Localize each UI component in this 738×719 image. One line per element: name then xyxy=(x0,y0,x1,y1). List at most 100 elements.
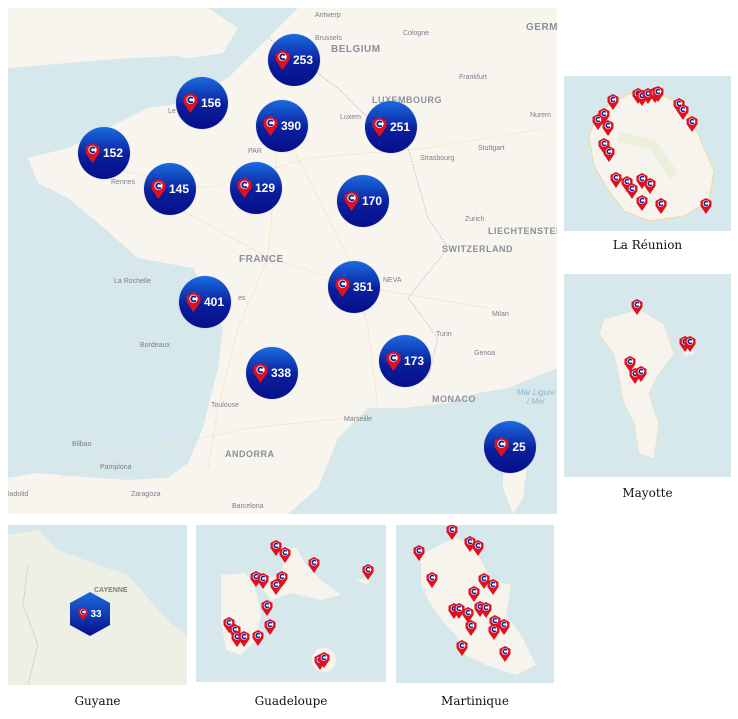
map-pin-c-icon xyxy=(275,50,290,70)
country-label: LIECHTENSTEIN xyxy=(488,226,557,236)
map-pin-c-icon[interactable] xyxy=(472,540,484,556)
city-label: Bilbao xyxy=(72,441,92,448)
map-pin-c-icon[interactable] xyxy=(264,619,276,635)
city-label: Bordeaux xyxy=(140,342,170,349)
city-label: Strasbourg xyxy=(420,155,455,162)
city-label: Turin xyxy=(436,331,452,338)
city-label: Le xyxy=(168,108,176,115)
map-pin-c-icon[interactable] xyxy=(603,146,615,162)
cluster-count: 156 xyxy=(200,96,222,110)
inset-reunion[interactable] xyxy=(564,76,731,231)
cluster-marker[interactable]: 145 xyxy=(144,163,196,215)
map-tiles xyxy=(8,8,557,514)
country-label: LUXEMBOURG xyxy=(372,95,442,105)
map-pin-c-icon[interactable] xyxy=(686,116,698,132)
inset-martinique[interactable] xyxy=(396,525,554,683)
city-label: Zaragoza xyxy=(131,491,161,498)
city-label: Pamplona xyxy=(100,464,132,471)
map-pin-c-icon[interactable] xyxy=(700,198,712,214)
country-label: SWITZERLAND xyxy=(442,244,513,254)
city-label: Rennes xyxy=(111,179,136,186)
city-label: Marseille xyxy=(344,416,373,423)
map-tiles xyxy=(588,93,715,222)
city-label: Cologne xyxy=(403,30,430,37)
map-pin-c-icon[interactable] xyxy=(308,557,320,573)
sea-label: Mar Ligure / Mer xyxy=(516,388,556,406)
inset-guadeloupe[interactable] xyxy=(196,525,386,682)
inset-guyane[interactable]: CAYENNE 33 xyxy=(8,525,187,685)
map-pin-c-icon xyxy=(237,178,252,198)
cluster-marker[interactable]: 253 xyxy=(268,34,320,86)
map-pin-c-icon[interactable] xyxy=(631,299,643,315)
map-pin-c-icon[interactable] xyxy=(413,545,425,561)
map-pin-c-icon[interactable] xyxy=(468,586,480,602)
map-pin-c-icon[interactable] xyxy=(252,630,264,646)
map-pin-c-icon[interactable] xyxy=(684,336,696,352)
cluster-marker[interactable]: 338 xyxy=(246,347,298,399)
map-pin-c-icon[interactable] xyxy=(362,564,374,580)
map-pin-c-icon[interactable] xyxy=(318,652,330,668)
cluster-marker[interactable]: 156 xyxy=(176,77,228,129)
map-pin-c-icon xyxy=(78,607,88,621)
caption-mayotte: Mayotte xyxy=(622,486,673,500)
caption-guyane: Guyane xyxy=(74,694,121,708)
country-label: BELGIUM xyxy=(331,44,381,55)
map-pin-c-icon[interactable] xyxy=(636,195,648,211)
caption-reunion: La Réunion xyxy=(612,238,683,252)
city-label: Zurich xyxy=(465,216,485,223)
map-pin-c-icon[interactable] xyxy=(635,366,647,382)
cluster-count: 251 xyxy=(389,120,411,134)
map-pin-c-icon xyxy=(372,117,387,137)
cluster-marker[interactable]: 390 xyxy=(256,100,308,152)
city-label: Frankfurt xyxy=(459,74,488,81)
city-label: La Rochelle xyxy=(114,278,151,285)
map-pin-c-icon xyxy=(151,179,166,199)
map-pin-c-icon[interactable] xyxy=(238,631,250,647)
map-pin-c-icon[interactable] xyxy=(456,640,468,656)
map-pin-c-icon[interactable] xyxy=(602,120,614,136)
map-pin-c-icon[interactable] xyxy=(446,525,458,540)
caption-martinique: Martinique xyxy=(441,694,509,708)
cluster-marker[interactable]: 25 xyxy=(484,421,536,473)
map-pin-c-icon[interactable] xyxy=(257,573,269,589)
map-pin-c-icon[interactable] xyxy=(488,624,500,640)
cluster-marker[interactable]: 401 xyxy=(179,276,231,328)
map-pin-c-icon xyxy=(494,437,509,457)
cluster-count: 173 xyxy=(403,354,425,368)
map-pin-c-icon[interactable] xyxy=(261,600,273,616)
map-pin-c-icon[interactable] xyxy=(644,178,656,194)
cluster-count: 351 xyxy=(352,280,374,294)
map-pin-c-icon[interactable] xyxy=(655,198,667,214)
cluster-count: 338 xyxy=(270,366,292,380)
country-label: MONACO xyxy=(432,394,476,404)
map-pin-c-icon[interactable] xyxy=(499,646,511,662)
cluster-marker[interactable]: 152 xyxy=(78,127,130,179)
map-pin-c-icon xyxy=(263,116,278,136)
inset-mayotte[interactable] xyxy=(564,274,731,477)
main-map[interactable]: Antwerp Brussels Cologne Frankfurt Luxem… xyxy=(8,8,557,514)
cluster-count: 401 xyxy=(203,295,225,309)
cluster-count: 253 xyxy=(292,53,314,67)
city-label: PAR xyxy=(248,148,262,155)
city-label: Luxem xyxy=(340,114,362,121)
country-label: FRANCE xyxy=(239,254,284,265)
cluster-count: 145 xyxy=(168,182,190,196)
cluster-count: 390 xyxy=(280,119,302,133)
cluster-marker[interactable]: 129 xyxy=(230,162,282,214)
map-pin-c-icon[interactable] xyxy=(270,579,282,595)
city-label: Antwerp xyxy=(315,12,341,19)
cluster-count: 33 xyxy=(90,608,102,620)
cluster-marker[interactable]: 170 xyxy=(337,175,389,227)
city-label: CAYENNE xyxy=(94,587,128,594)
cluster-marker[interactable]: 351 xyxy=(328,261,380,313)
map-pin-c-icon[interactable] xyxy=(487,579,499,595)
country-label: ANDORRA xyxy=(225,449,275,459)
map-pin-c-icon[interactable] xyxy=(279,547,291,563)
city-label: Brussels xyxy=(315,35,342,42)
cluster-marker[interactable]: 251 xyxy=(365,101,417,153)
map-pin-c-icon[interactable] xyxy=(465,620,477,636)
cluster-marker[interactable]: 173 xyxy=(379,335,431,387)
map-pin-c-icon[interactable] xyxy=(426,572,438,588)
map-pin-c-icon[interactable] xyxy=(652,86,664,102)
city-label: Nurem xyxy=(530,112,552,119)
